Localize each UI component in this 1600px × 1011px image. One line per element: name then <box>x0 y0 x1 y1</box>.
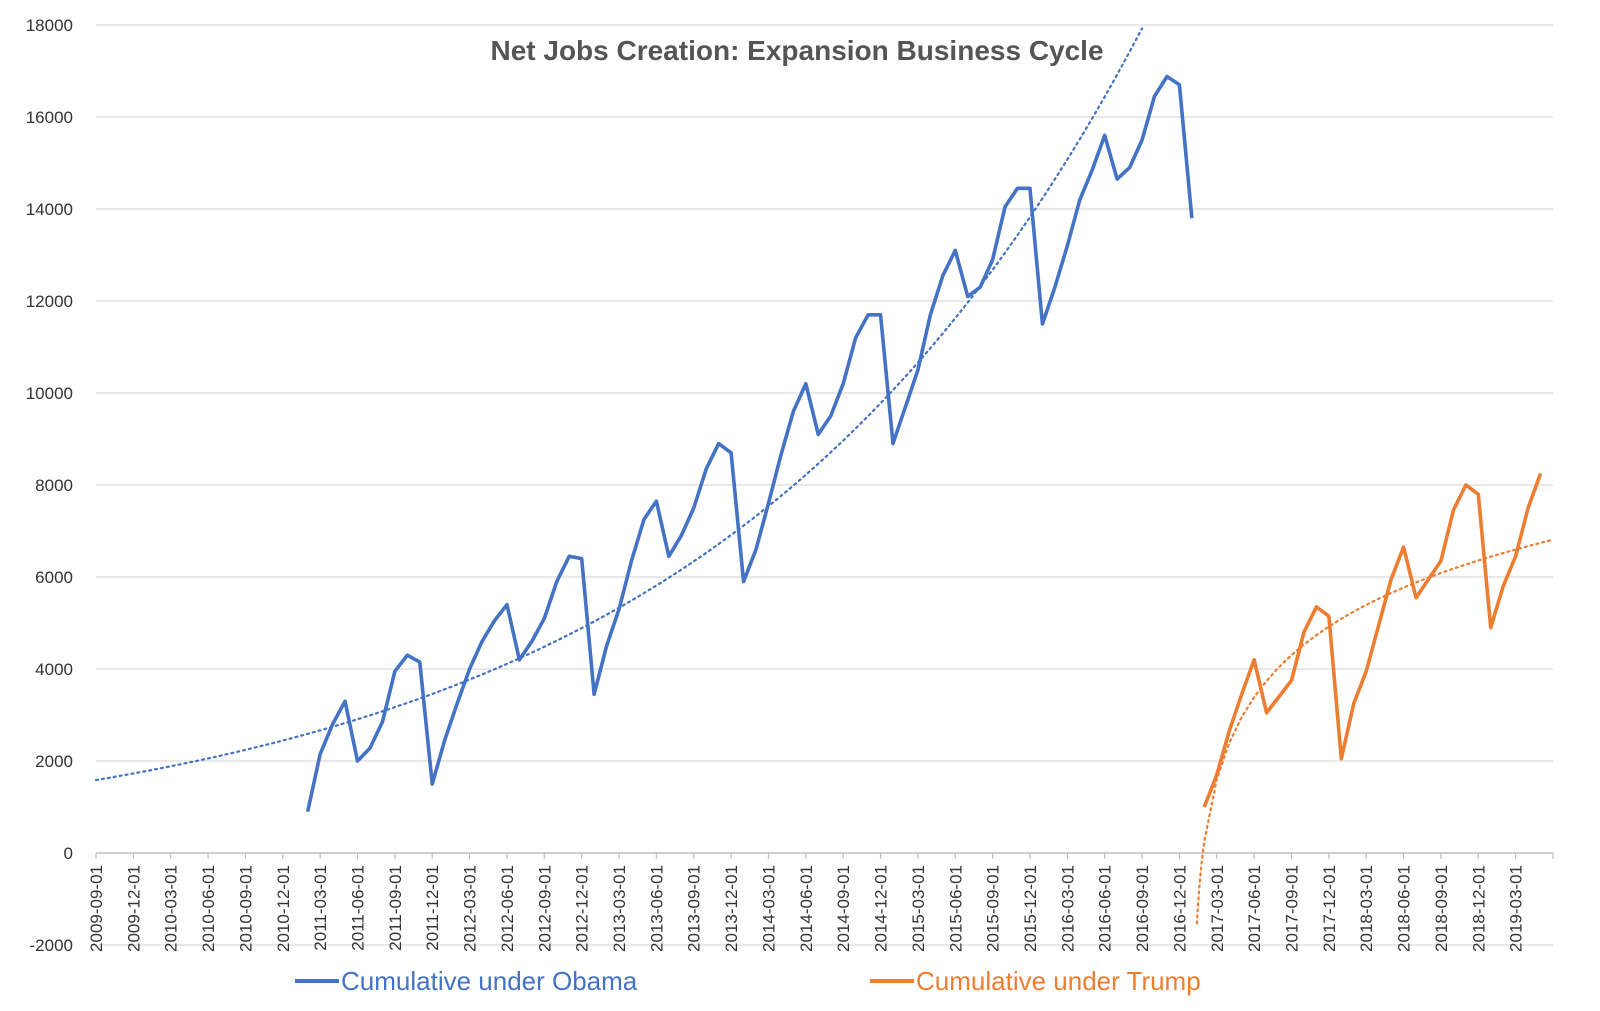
y-tick-label: 0 <box>64 844 73 863</box>
x-tick-label: 2018-12-01 <box>1469 865 1488 952</box>
y-tick-label: 4000 <box>35 660 73 679</box>
trump-trendline <box>1195 538 1555 925</box>
legend: Cumulative under Obama Cumulative under T… <box>295 966 1201 996</box>
x-tick-label: 2012-06-01 <box>498 865 517 952</box>
x-tick-label: 2016-03-01 <box>1058 865 1077 952</box>
x-tick-label: 2010-12-01 <box>274 865 293 952</box>
x-tick-label: 2015-12-01 <box>1021 865 1040 952</box>
y-tick-label: 2000 <box>35 752 73 771</box>
x-tick-label: 2015-09-01 <box>984 865 1003 952</box>
y-tick-label: 10000 <box>26 384 73 403</box>
x-tick-label: 2017-09-01 <box>1282 865 1301 952</box>
x-tick-label: 2016-06-01 <box>1096 865 1115 952</box>
x-tick-label: 2016-12-01 <box>1170 865 1189 952</box>
x-tick-label: 2012-03-01 <box>461 865 480 952</box>
x-tick-label: 2013-06-01 <box>647 865 666 952</box>
x-tick-label: 2017-03-01 <box>1208 865 1227 952</box>
y-tick-label: 18000 <box>26 16 73 35</box>
trump-series-line <box>1202 472 1543 808</box>
y-tick-label: 16000 <box>26 108 73 127</box>
x-tick-label: 2013-03-01 <box>610 865 629 952</box>
x-tick-label: 2011-12-01 <box>423 865 442 951</box>
x-tick-label: 2010-09-01 <box>236 865 255 952</box>
legend-trump-label: Cumulative under Trump <box>916 966 1201 996</box>
y-axis-ticks: -2000 0 2000 4000 6000 8000 10000 12000 14000 160… <box>26 16 73 955</box>
x-axis <box>95 852 1554 859</box>
x-tick-label: 2015-03-01 <box>909 865 928 952</box>
x-tick-label: 2015-06-01 <box>946 865 965 952</box>
x-tick-label: 2013-12-01 <box>722 865 741 952</box>
x-tick-label: 2018-06-01 <box>1395 865 1414 952</box>
x-tick-label: 2011-03-01 <box>311 865 330 951</box>
x-tick-label: 2009-09-01 <box>87 865 106 952</box>
obama-trendline <box>94 27 1144 782</box>
series-lines <box>305 74 1543 812</box>
x-tick-label: 2011-06-01 <box>349 865 368 951</box>
x-tick-label: 2013-09-01 <box>685 865 704 952</box>
y-tick-label: 12000 <box>26 292 73 311</box>
x-tick-label: 2010-03-01 <box>162 865 181 952</box>
x-tick-label: 2011-09-01 <box>386 865 405 951</box>
trendlines <box>94 27 1555 925</box>
x-tick-label: 2016-09-01 <box>1133 865 1152 952</box>
x-tick-label: 2009-12-01 <box>124 865 143 952</box>
chart-title: Net Jobs Creation: Expansion Business Cy… <box>490 35 1103 66</box>
x-tick-label: 2018-09-01 <box>1432 865 1451 952</box>
x-tick-label: 2012-09-01 <box>535 865 554 952</box>
y-tick-label: -2000 <box>30 936 73 955</box>
y-tick-label: 6000 <box>35 568 73 587</box>
x-tick-label: 2014-09-01 <box>834 865 853 952</box>
y-tick-label: 14000 <box>26 200 73 219</box>
legend-obama-label: Cumulative under Obama <box>341 966 638 996</box>
x-tick-label: 2010-06-01 <box>199 865 218 952</box>
x-tick-label: 2014-03-01 <box>759 865 778 952</box>
x-tick-label: 2018-03-01 <box>1357 865 1376 952</box>
obama-series-line <box>305 74 1194 812</box>
gridlines <box>96 24 1553 946</box>
x-tick-label: 2017-06-01 <box>1245 865 1264 952</box>
x-tick-label: 2017-12-01 <box>1320 865 1339 952</box>
x-axis-ticks: 2009-09-01 2009-12-01 2010-03-01 2010-06-01… <box>87 865 1526 952</box>
x-tick-label: 2012-12-01 <box>573 865 592 952</box>
x-tick-label: 2019-03-01 <box>1507 865 1526 952</box>
y-tick-label: 8000 <box>35 476 73 495</box>
x-tick-label: 2014-12-01 <box>872 865 891 952</box>
x-tick-label: 2014-06-01 <box>797 865 816 952</box>
